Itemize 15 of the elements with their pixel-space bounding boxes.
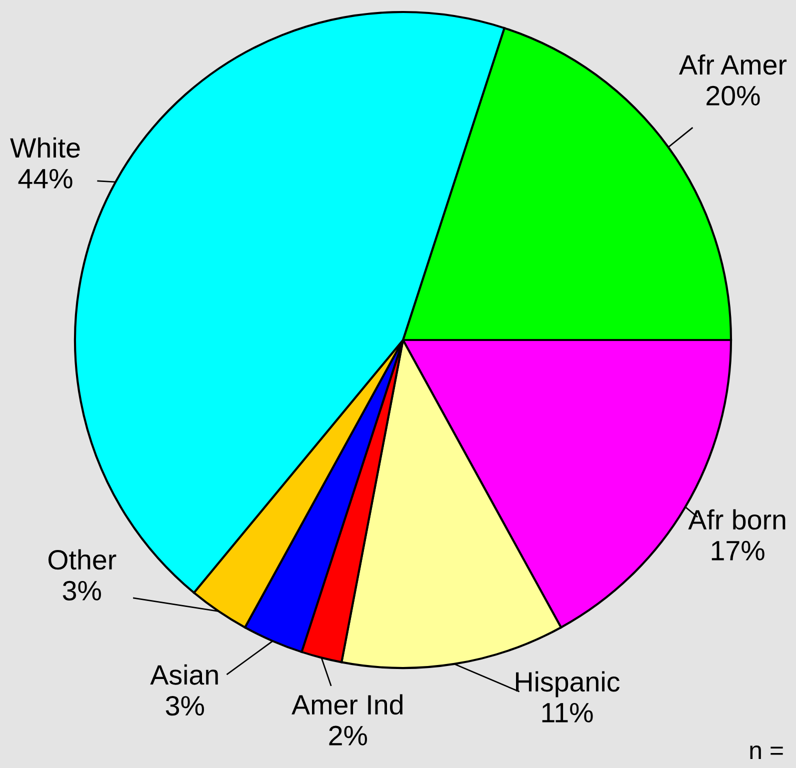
- data-label: 44%: [18, 168, 72, 188]
- data-label: 3%: [166, 696, 204, 716]
- slice-label: Other: [48, 549, 116, 570]
- slice-label: Hispanic: [516, 671, 620, 698]
- slice-label: Amer Ind: [292, 694, 402, 715]
- data-label: 3%: [62, 580, 101, 600]
- data-label: 2%: [329, 726, 367, 746]
- data-label: 11%: [542, 702, 593, 722]
- data-label: 20%: [706, 86, 760, 106]
- slice-label: Afr Amer: [679, 54, 787, 75]
- text: n =: [750, 746, 783, 759]
- slice-label: White: [10, 137, 80, 158]
- slice-label: Asian: [150, 664, 218, 685]
- data-label: 17%: [712, 540, 764, 560]
- slice-label: Afr born: [688, 509, 786, 530]
